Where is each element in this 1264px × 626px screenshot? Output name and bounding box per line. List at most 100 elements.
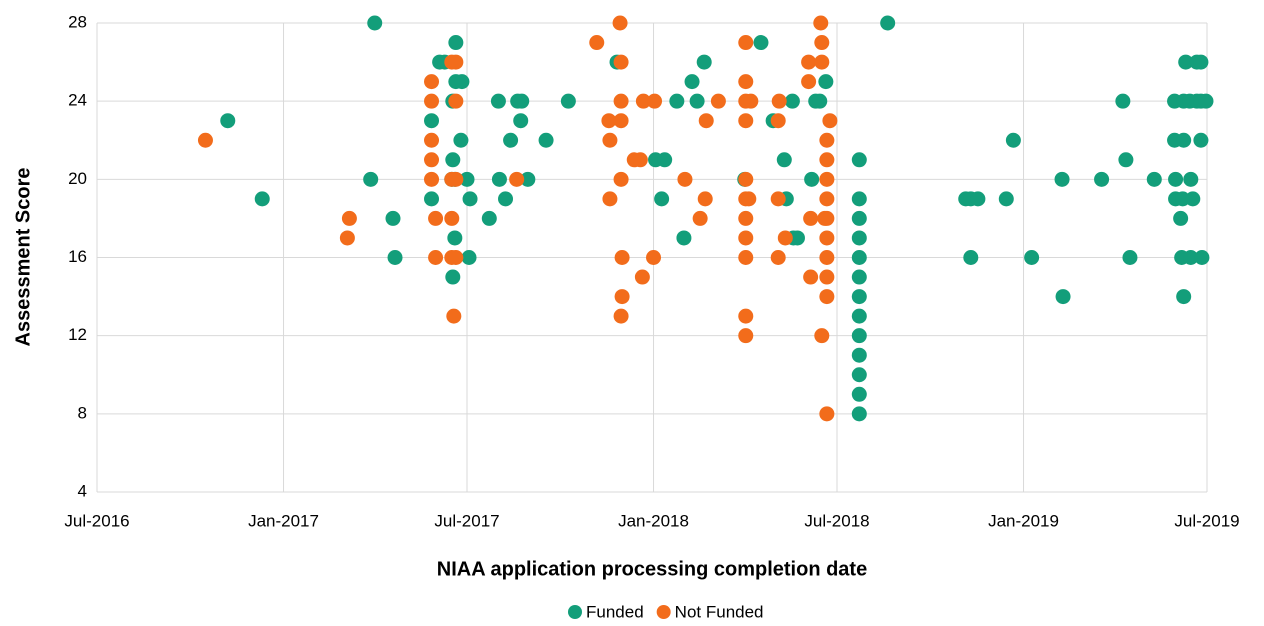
legend-label: Funded bbox=[586, 602, 644, 621]
x-tick-label: Jan-2018 bbox=[618, 511, 689, 530]
point bbox=[804, 171, 820, 187]
point bbox=[819, 171, 835, 187]
point bbox=[803, 269, 819, 285]
point bbox=[738, 210, 754, 226]
point bbox=[1005, 132, 1021, 148]
point bbox=[613, 171, 629, 187]
point bbox=[738, 250, 754, 265]
point bbox=[738, 35, 754, 51]
point bbox=[770, 113, 786, 129]
y-axis-title: Assessment Score bbox=[12, 168, 34, 347]
point bbox=[657, 152, 673, 168]
point bbox=[654, 191, 670, 207]
point bbox=[424, 152, 440, 168]
point bbox=[738, 113, 754, 129]
point bbox=[1176, 132, 1192, 148]
point bbox=[684, 74, 700, 90]
point bbox=[491, 171, 507, 187]
point bbox=[819, 250, 835, 265]
x-tick-label: Jul-2017 bbox=[434, 511, 499, 530]
point bbox=[1183, 250, 1199, 265]
point bbox=[738, 74, 754, 90]
x-axis-title: NIAA application processing completion d… bbox=[437, 558, 867, 580]
point bbox=[1185, 191, 1201, 207]
point bbox=[1024, 250, 1040, 265]
point bbox=[424, 132, 440, 148]
point bbox=[424, 191, 440, 207]
point bbox=[1173, 210, 1189, 226]
point bbox=[459, 171, 475, 187]
point bbox=[428, 250, 444, 265]
point bbox=[1194, 250, 1210, 265]
point bbox=[509, 171, 525, 187]
point bbox=[448, 54, 464, 70]
point bbox=[776, 152, 792, 168]
x-tick-label: Jan-2017 bbox=[248, 511, 319, 530]
y-tick-label: 20 bbox=[68, 169, 87, 188]
point bbox=[698, 113, 714, 129]
point bbox=[777, 230, 793, 246]
legend-marker bbox=[568, 605, 582, 619]
point bbox=[481, 210, 497, 226]
point bbox=[339, 230, 355, 246]
point bbox=[738, 171, 754, 187]
point bbox=[738, 230, 754, 246]
point bbox=[613, 308, 629, 324]
point bbox=[1176, 289, 1192, 305]
point bbox=[851, 347, 867, 363]
point bbox=[819, 152, 835, 168]
point bbox=[614, 250, 630, 265]
point bbox=[770, 250, 786, 265]
point bbox=[1094, 171, 1110, 187]
point bbox=[677, 171, 693, 187]
point bbox=[753, 35, 769, 51]
point bbox=[851, 230, 867, 246]
point bbox=[513, 113, 529, 129]
point bbox=[851, 367, 867, 383]
point bbox=[880, 15, 896, 31]
point bbox=[676, 230, 692, 246]
y-tick-label: 28 bbox=[68, 12, 87, 31]
point bbox=[498, 191, 514, 207]
point bbox=[424, 113, 440, 129]
legend-marker bbox=[656, 605, 671, 619]
point bbox=[197, 132, 213, 148]
point bbox=[738, 308, 754, 324]
point bbox=[669, 93, 685, 109]
point bbox=[1118, 152, 1134, 168]
point bbox=[520, 171, 536, 187]
point bbox=[602, 132, 618, 148]
point bbox=[819, 230, 835, 246]
point bbox=[445, 152, 461, 168]
point bbox=[819, 132, 835, 148]
point bbox=[538, 132, 554, 148]
point bbox=[741, 191, 757, 207]
point bbox=[589, 35, 605, 51]
point bbox=[1183, 171, 1199, 187]
point bbox=[738, 328, 754, 344]
point bbox=[385, 210, 401, 226]
point bbox=[1178, 54, 1194, 70]
point bbox=[770, 191, 786, 207]
x-tick-label: Jul-2019 bbox=[1174, 511, 1239, 530]
point bbox=[743, 93, 759, 109]
x-tick-label: Jul-2016 bbox=[64, 511, 129, 530]
point bbox=[963, 250, 979, 265]
point bbox=[784, 93, 800, 109]
point bbox=[514, 93, 530, 109]
point bbox=[803, 210, 819, 226]
point bbox=[1193, 54, 1209, 70]
point bbox=[647, 93, 663, 109]
point bbox=[453, 132, 469, 148]
point bbox=[851, 250, 867, 265]
point bbox=[490, 93, 506, 109]
point bbox=[814, 54, 830, 70]
point bbox=[613, 113, 629, 129]
point bbox=[444, 210, 460, 226]
point bbox=[445, 269, 461, 285]
point bbox=[789, 230, 805, 246]
point bbox=[446, 308, 462, 324]
point bbox=[771, 93, 787, 109]
point bbox=[454, 74, 470, 90]
